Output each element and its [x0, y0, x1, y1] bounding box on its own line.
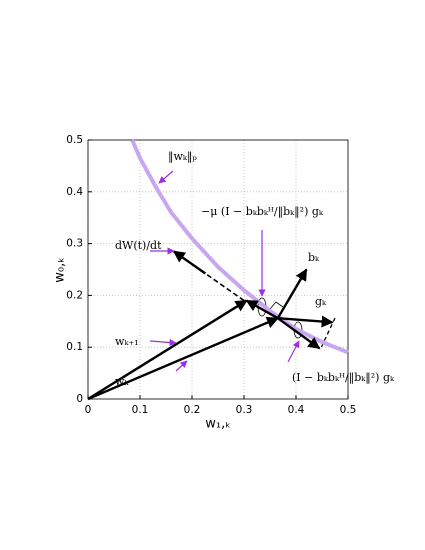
norm-curve	[130, 139, 349, 355]
vector-arrow	[172, 250, 207, 275]
y-tick-label: 0.4	[66, 186, 83, 198]
vector-label: wₖ₊₁	[115, 335, 139, 348]
vector-label: bₖ	[308, 251, 320, 264]
right-angle-mark	[269, 301, 284, 310]
pointer-arrow	[158, 170, 174, 184]
x-tick-label: 0.3	[236, 404, 253, 416]
y-axis-label: w₀,ₖ	[53, 257, 68, 283]
vector-arrow	[87, 299, 248, 401]
vector-arrow	[245, 299, 279, 320]
vector-arrow	[277, 317, 321, 350]
pointer-arrow	[287, 340, 300, 363]
vector-label: dW(t)/dt	[115, 239, 162, 252]
vector-arrow	[277, 315, 334, 328]
x-axis-label: w₁,ₖ	[205, 417, 231, 432]
y-tick-label: 0.1	[66, 341, 83, 353]
x-tick-label: 0	[85, 404, 92, 416]
vector-arrow	[276, 268, 308, 319]
x-tick-label: 0.2	[184, 404, 201, 416]
y-tick-label: 0.5	[66, 134, 83, 146]
y-tick-label: 0.3	[66, 238, 83, 250]
x-tick-label: 0.1	[132, 404, 149, 416]
x-tick-label: 0.5	[340, 404, 357, 416]
pointer-arrow	[175, 360, 188, 372]
vector-label: wₖ	[115, 375, 129, 388]
guide-line	[319, 317, 336, 351]
x-tick-label: 0.4	[288, 404, 305, 416]
y-tick-label: 0.2	[66, 289, 83, 301]
vector-label: gₖ	[315, 295, 327, 308]
vector-label: −μ (I − bₖbₖᴴ/‖bₖ‖²) gₖ	[201, 205, 324, 219]
vector-label: (I − bₖbₖᴴ/‖bₖ‖²) gₖ	[292, 371, 395, 385]
plot-frame	[87, 139, 349, 400]
vector-arrow	[87, 316, 279, 401]
y-tick-label: 0	[76, 393, 83, 405]
curve-label: ‖wₖ‖ₚ	[168, 150, 197, 164]
pointer-arrow	[149, 338, 177, 347]
